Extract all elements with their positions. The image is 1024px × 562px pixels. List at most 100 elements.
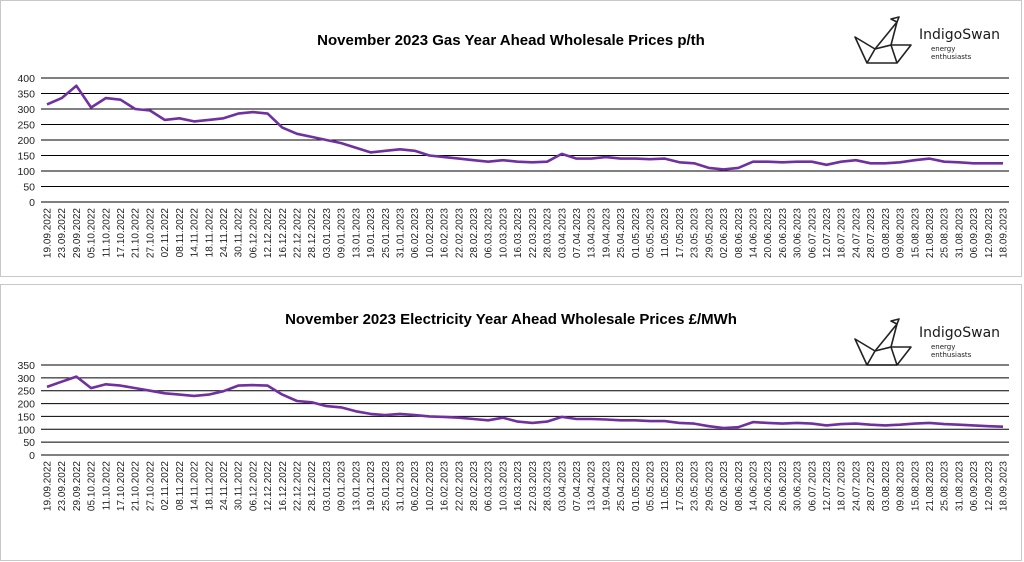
x-tick-label: 29.09.2022: [72, 208, 83, 258]
y-tick-label: 0: [29, 197, 35, 209]
x-tick-label: 06.12.2022: [248, 208, 259, 258]
x-tick-label: 25.08.2023: [940, 461, 951, 511]
x-tick-label: 25.04.2023: [616, 461, 627, 511]
x-tick-label: 28.07.2023: [866, 208, 877, 258]
x-tick-label: 19.04.2023: [601, 208, 612, 258]
x-tick-label: 27.10.2022: [145, 208, 156, 258]
x-tick-label: 08.11.2022: [175, 208, 186, 258]
x-tick-label: 19.04.2023: [601, 461, 612, 511]
x-tick-label: 01.05.2023: [631, 208, 642, 258]
x-tick-label: 25.08.2023: [940, 208, 951, 258]
x-tick-label: 16.02.2023: [440, 461, 451, 511]
x-tick-label: 09.01.2023: [337, 461, 348, 511]
x-tick-label: 06.09.2023: [969, 461, 980, 511]
x-tick-label: 23.05.2023: [690, 461, 701, 511]
x-tick-label: 18.07.2023: [837, 208, 848, 258]
brand-logo: IndigoSwan energy enthusiasts: [853, 317, 1000, 372]
x-tick-label: 09.08.2023: [896, 461, 907, 511]
y-tick-label: 400: [17, 73, 35, 85]
x-tick-label: 30.11.2022: [234, 208, 245, 258]
x-tick-label: 26.06.2023: [778, 461, 789, 511]
y-tick-label: 250: [17, 120, 35, 132]
x-tick-label: 06.02.2023: [410, 208, 421, 258]
x-tick-label: 31.01.2023: [395, 461, 406, 511]
x-tick-label: 19.09.2022: [43, 208, 54, 258]
x-tick-label: 11.05.2023: [660, 208, 671, 258]
gas-line-chart: 0 50 100 150 200 250 300 350 400 19.09.2022 23.09.…: [17, 73, 1010, 258]
x-tick-label: 24.11.2022: [219, 461, 230, 511]
x-tick-label: 11.05.2023: [660, 461, 671, 511]
x-tick-label: 16.12.2022: [278, 461, 289, 511]
x-tick-label: 29.09.2022: [72, 461, 83, 511]
x-tick-label: 13.01.2023: [351, 208, 362, 258]
x-tick-label: 03.08.2023: [881, 461, 892, 511]
x-tick-label: 16.02.2023: [440, 208, 451, 258]
x-tick-label: 14.11.2022: [190, 208, 201, 258]
x-tick-label: 29.05.2023: [704, 208, 715, 258]
x-tick-label: 12.12.2022: [263, 208, 274, 258]
x-tick-label: 23.05.2023: [690, 208, 701, 258]
x-tick-label: 02.11.2022: [160, 208, 171, 258]
y-tick-label: 200: [17, 399, 35, 411]
x-tick-label: 06.12.2022: [248, 461, 259, 511]
x-tick-label: 10.02.2023: [425, 208, 436, 258]
y-tick-label: 250: [17, 386, 35, 398]
x-tick-label: 30.06.2023: [793, 208, 804, 258]
x-tick-label: 16.03.2023: [513, 461, 524, 511]
x-tick-label: 24.07.2023: [851, 461, 862, 511]
x-tick-label: 18.09.2023: [999, 208, 1010, 258]
x-tick-label: 13.04.2023: [587, 208, 598, 258]
x-tick-label: 29.05.2023: [704, 461, 715, 511]
x-tick-label: 19.01.2023: [366, 461, 377, 511]
x-tick-label: 09.08.2023: [896, 208, 907, 258]
x-tick-label: 22.02.2023: [454, 461, 465, 511]
x-tick-label: 03.08.2023: [881, 208, 892, 258]
x-tick-label: 21.10.2022: [131, 208, 142, 258]
x-tick-label: 28.02.2023: [469, 461, 480, 511]
x-tick-label: 28.02.2023: [469, 208, 480, 258]
series-line: [46, 375, 1004, 430]
brand-logo: IndigoSwan energy enthusiasts: [853, 15, 1000, 70]
x-tick-label: 21.10.2022: [131, 461, 142, 511]
x-tick-label: 06.07.2023: [807, 461, 818, 511]
x-tick-label: 15.08.2023: [910, 208, 921, 258]
x-tick-label: 27.10.2022: [145, 461, 156, 511]
x-tick-label: 22.03.2023: [528, 461, 539, 511]
electricity-chart-panel: November 2023 Electricity Year Ahead Who…: [0, 284, 1022, 561]
x-tick-label: 02.06.2023: [719, 461, 730, 511]
x-tick-label: 05.10.2022: [87, 461, 98, 511]
x-tick-label: 20.06.2023: [763, 461, 774, 511]
x-tick-label: 23.09.2022: [57, 208, 68, 258]
x-tick-label: 02.11.2022: [160, 461, 171, 511]
swan-icon: [854, 16, 912, 64]
x-tick-label: 18.09.2023: [999, 461, 1010, 511]
x-tick-label: 31.08.2023: [954, 461, 965, 511]
y-tick-label: 50: [23, 182, 35, 194]
y-tick-label: 100: [17, 166, 35, 178]
x-tick-label: 17.05.2023: [675, 461, 686, 511]
x-tick-label: 14.06.2023: [748, 461, 759, 511]
x-tick-label: 19.09.2022: [43, 461, 54, 511]
x-tick-label: 26.06.2023: [778, 208, 789, 258]
x-tick-label: 03.01.2023: [322, 208, 333, 258]
x-tick-label: 10.03.2023: [498, 208, 509, 258]
y-tick-label: 150: [17, 151, 35, 163]
x-tick-label: 10.02.2023: [425, 461, 436, 511]
y-tick-label: 50: [23, 437, 35, 449]
x-tick-label: 28.12.2022: [307, 208, 318, 258]
x-tick-label: 25.01.2023: [381, 208, 392, 258]
y-tick-label: 300: [17, 373, 35, 385]
x-tick-label: 11.10.2022: [101, 461, 112, 511]
brand-name: IndigoSwan: [919, 27, 1001, 43]
x-tick-label: 07.04.2023: [572, 461, 583, 511]
x-tick-label: 28.12.2022: [307, 461, 318, 511]
y-tick-label: 150: [17, 411, 35, 423]
x-tick-label: 17.10.2022: [116, 208, 127, 258]
x-tick-label: 14.06.2023: [748, 208, 759, 258]
x-tick-label: 03.04.2023: [557, 208, 568, 258]
brand-tagline: energy enthusiasts: [931, 343, 972, 359]
gas-chart-panel: November 2023 Gas Year Ahead Wholesale P…: [0, 0, 1022, 277]
x-tick-label: 28.07.2023: [866, 461, 877, 511]
x-tick-label: 22.12.2022: [293, 208, 304, 258]
